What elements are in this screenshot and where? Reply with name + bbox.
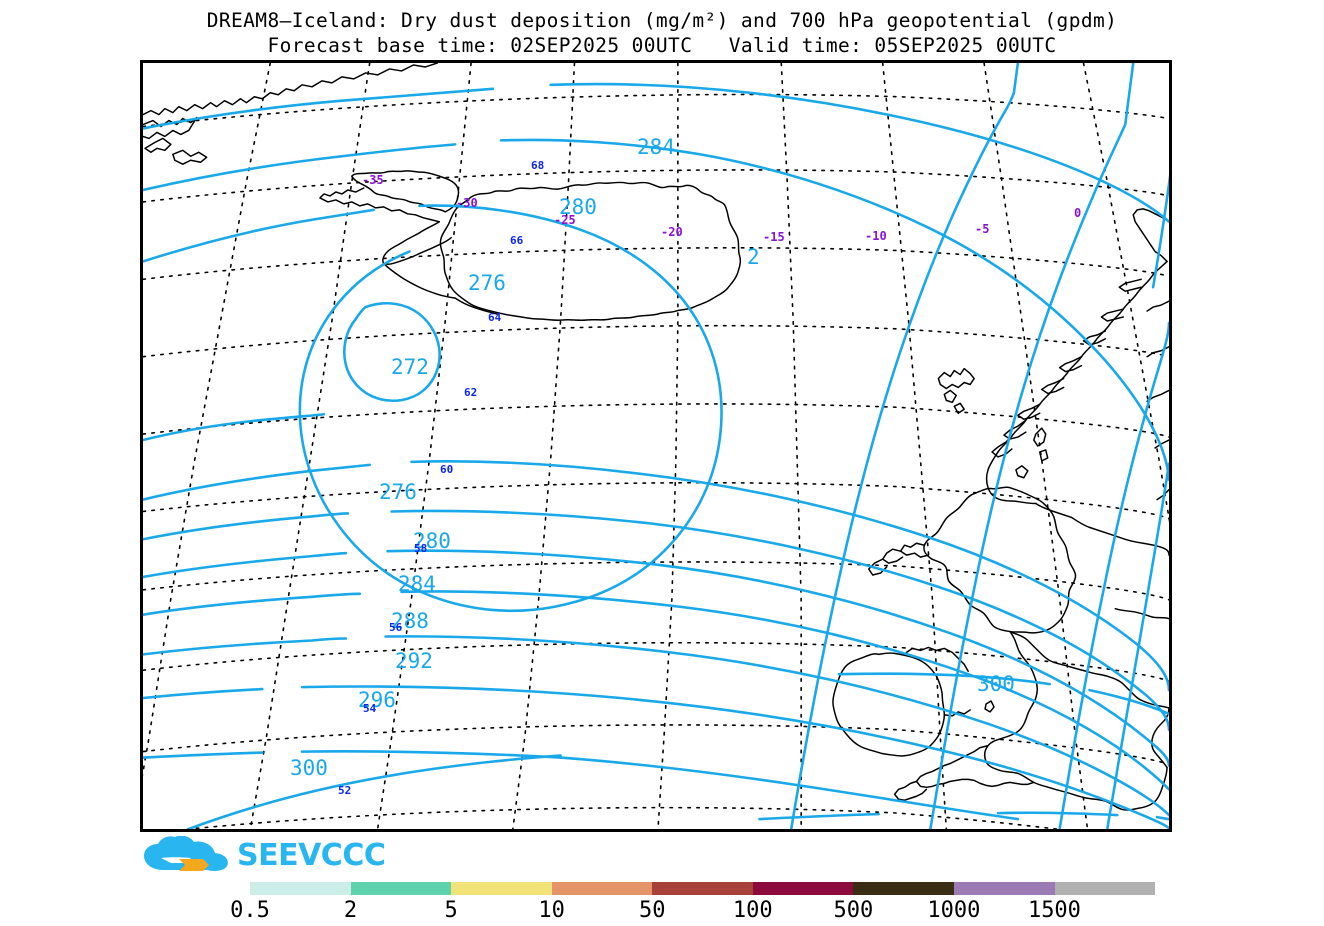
page-title: DREAM8—Iceland: Dry dust deposition (mg/… [206, 9, 1118, 32]
colorbar-segment-0 [250, 882, 351, 895]
colorbar-tick-0.5: 0.5 [230, 898, 270, 923]
colorbar-tick-labels: 0.5 2 5 10 50 100 500 1000 1500 [218, 898, 1178, 926]
colorbar-segment-2 [451, 882, 552, 895]
forecast-time-subtitle: Forecast base time: 02SEP2025 00UTC Vali… [267, 34, 1057, 58]
colorbar-segment-3 [551, 882, 653, 895]
colorbar-tick-1000: 1000 [927, 898, 981, 923]
colorbar-tick-50: 50 [638, 898, 666, 923]
colorbar-segment-7 [953, 882, 1055, 895]
chart-title-block: DREAM8—Iceland: Dry dust deposition (mg/… [0, 8, 1324, 59]
map-canvas [143, 63, 1169, 829]
map-panel[interactable]: 2842802762722762802842882922963003003043… [140, 60, 1172, 832]
colorbar-segment-5 [752, 882, 854, 895]
colorbar-tick-10: 10 [538, 898, 565, 923]
arrow-chevron-two [193, 859, 209, 871]
colorbar-tick-100: 100 [732, 898, 773, 923]
parallel-gridlines [143, 93, 1169, 829]
seevccc-logo: SEEVCCC [141, 836, 386, 878]
colorbar-segment-4 [652, 882, 753, 895]
arrow-chevron-one [179, 859, 199, 871]
colorbar-segment-6 [853, 882, 954, 895]
cloud-shape [144, 836, 228, 871]
colorbar: 0.5 2 5 10 50 100 500 1000 1500 [218, 880, 1178, 925]
colorbar-segment-8 [1054, 882, 1156, 895]
colorbar-tick-1500: 1500 [1027, 898, 1081, 923]
meridian-gridlines [143, 63, 1169, 829]
colorbar-segment-1 [350, 882, 452, 895]
logo-text: SEEVCCC [237, 838, 386, 873]
cloud-icon [144, 836, 228, 871]
colorbar-strip [250, 882, 1156, 895]
colorbar-tick-2: 2 [343, 898, 358, 923]
colorbar-tick-5: 5 [444, 898, 458, 923]
colorbar-tick-500: 500 [833, 898, 874, 923]
geopotential-contours [143, 63, 1169, 829]
coastlines [143, 63, 1169, 811]
